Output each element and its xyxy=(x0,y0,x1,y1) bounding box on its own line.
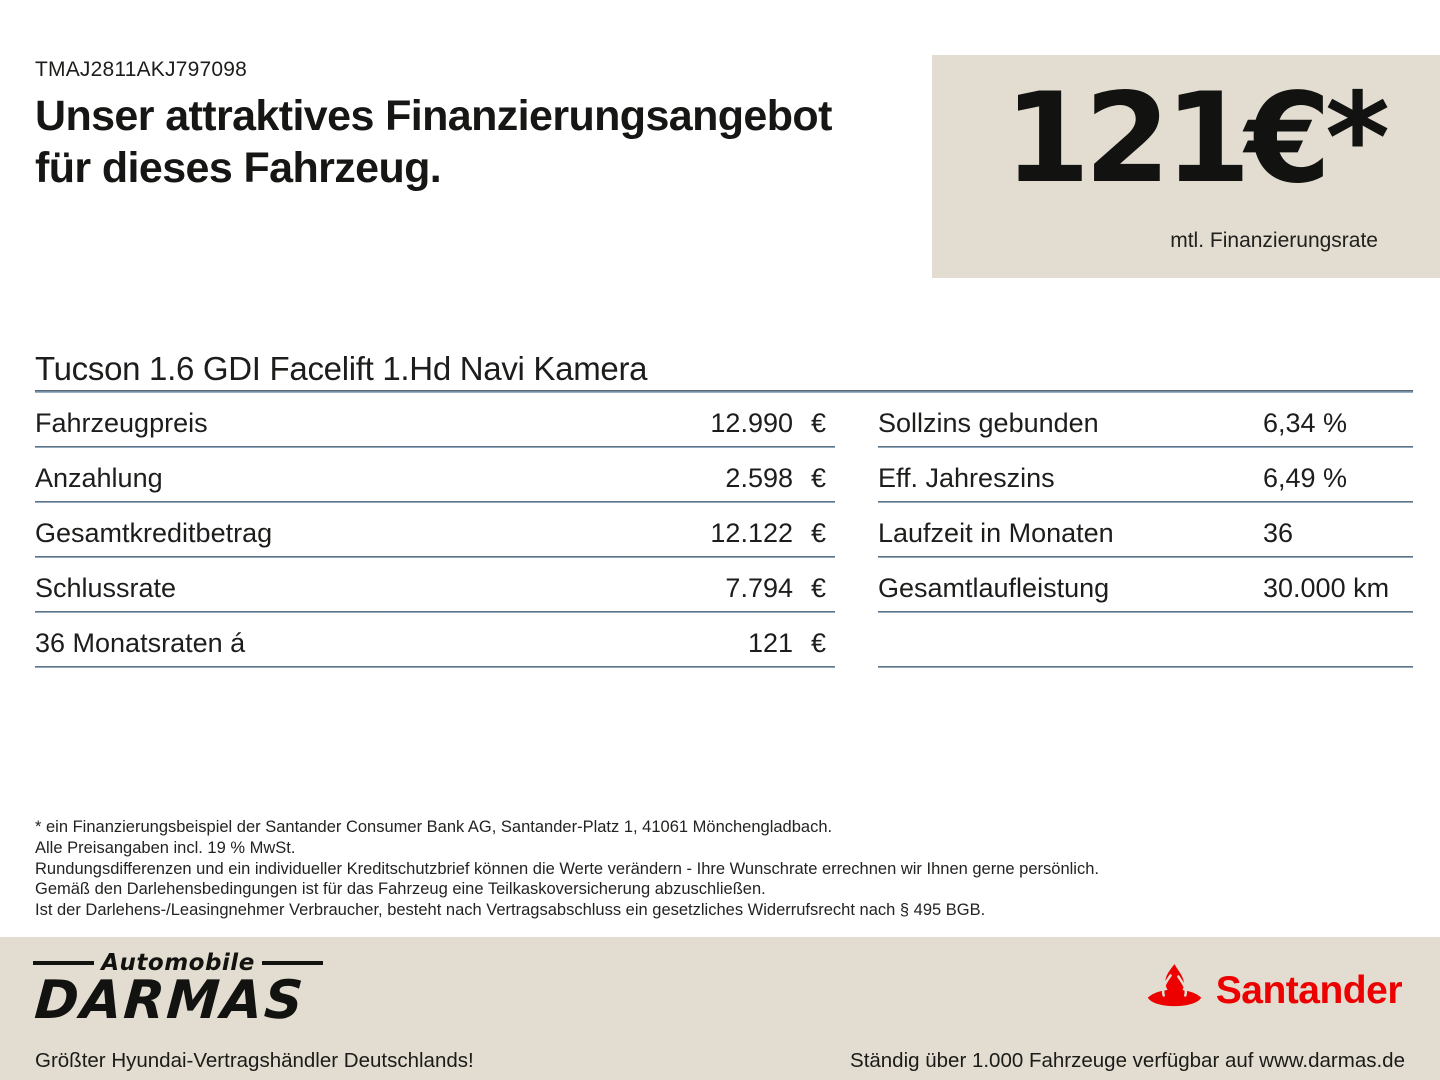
finance-row-sollzins: Sollzins gebunden 6,34 % xyxy=(878,393,1413,448)
disclaimer-line: Rundungsdifferenzen und ein individuelle… xyxy=(35,859,1099,878)
santander-logo-name: Santander xyxy=(1215,968,1403,1012)
row-divider xyxy=(878,445,1413,448)
darmas-dealer-logo: Automobile DARMAS xyxy=(33,950,324,1031)
finance-row-empty xyxy=(878,613,1413,668)
offer-headline-line1: Unser attraktives Finanzierungsangebot xyxy=(35,92,832,140)
currency-unit: € xyxy=(811,463,827,493)
finance-row-anzahlung: Anzahlung 2.598 € xyxy=(35,448,835,503)
santander-flame-icon xyxy=(1146,963,1203,1018)
finance-table-right-column: Sollzins gebunden 6,34 % Eff. Jahreszins… xyxy=(878,393,1413,668)
footer-band: Automobile DARMAS Santander Größter Hyun… xyxy=(0,937,1440,1080)
finance-row-value: 6,34 % xyxy=(1263,408,1348,438)
finance-row-gesamtkreditbetrag: Gesamtkreditbetrag 12.122 € xyxy=(35,503,835,558)
currency-unit: € xyxy=(811,573,827,603)
finance-row-monatsraten: 36 Monatsraten á 121 € xyxy=(35,613,835,668)
finance-row-value: 12.990 xyxy=(710,408,793,438)
santander-logo: Santander xyxy=(1146,963,1403,1018)
darmas-logo-name: DARMAS xyxy=(32,970,307,1031)
darmas-logo-topline: Automobile xyxy=(33,950,324,976)
website-tagline: Ständig über 1.000 Fahrzeuge verfügbar a… xyxy=(850,1049,1405,1072)
row-divider xyxy=(35,665,835,668)
finance-row-value: 6,49 % xyxy=(1263,463,1348,493)
finance-row-value: 121 xyxy=(747,628,793,658)
row-divider xyxy=(35,610,835,613)
currency-unit: € xyxy=(811,408,827,438)
finance-row-label: Gesamtlaufleistung xyxy=(878,573,1110,603)
finance-row-value: 2.598 xyxy=(725,463,793,493)
row-divider xyxy=(878,610,1413,613)
currency-unit: € xyxy=(811,518,827,548)
disclaimer-text: * ein Finanzierungsbeispiel der Santande… xyxy=(35,817,1099,921)
disclaimer-line: Gemäß den Darlehensbedingungen ist für d… xyxy=(35,880,766,899)
finance-row-label: 36 Monatsraten á xyxy=(35,628,246,658)
finance-row-label: Schlussrate xyxy=(35,573,177,603)
monthly-rate-caption: mtl. Finanzierungsrate xyxy=(1170,229,1378,252)
finance-table-left-column: Fahrzeugpreis 12.990 € Anzahlung 2.598 €… xyxy=(35,393,835,668)
finance-row-jahreszins: Eff. Jahreszins 6,49 % xyxy=(878,448,1413,503)
finance-row-label: Eff. Jahreszins xyxy=(878,463,1055,493)
offer-headline-line2: für dieses Fahrzeug. xyxy=(35,144,442,193)
dealer-tagline: Größter Hyundai-Vertragshändler Deutschl… xyxy=(35,1049,474,1072)
row-divider xyxy=(35,500,835,503)
finance-row-schlussrate: Schlussrate 7.794 € xyxy=(35,558,835,613)
vehicle-title: Tucson 1.6 GDI Facelift 1.Hd Navi Kamera xyxy=(35,350,648,387)
monthly-rate-box: 121€* mtl. Finanzierungsrate xyxy=(932,55,1440,278)
vehicle-vin: TMAJ2811AKJ797098 xyxy=(35,58,247,81)
finance-row-value: 36 xyxy=(1263,518,1294,548)
finance-row-value: 12.122 xyxy=(710,518,793,548)
row-divider xyxy=(35,445,835,448)
disclaimer-line: * ein Finanzierungsbeispiel der Santande… xyxy=(35,818,833,836)
offer-headline: Unser attraktives Finanzierungsangebot f… xyxy=(35,90,935,195)
currency-unit: € xyxy=(811,628,827,658)
darmas-logo-automobile-label: Automobile xyxy=(101,950,255,976)
title-divider xyxy=(35,390,1413,393)
finance-row-label: Anzahlung xyxy=(35,463,163,493)
row-divider xyxy=(878,555,1413,558)
finance-row-label: Gesamtkreditbetrag xyxy=(35,518,273,548)
monthly-rate-amount: 121€* xyxy=(1004,67,1390,211)
finance-row-value: 30.000 km xyxy=(1263,573,1390,603)
row-divider xyxy=(35,555,835,558)
disclaimer-line: Ist der Darlehens-/Leasingnehmer Verbrau… xyxy=(35,901,986,920)
logo-rule-left xyxy=(33,961,95,965)
finance-row-gesamtlaufleistung: Gesamtlaufleistung 30.000 km xyxy=(878,558,1413,613)
finance-row-value: 7.794 xyxy=(725,573,793,603)
finance-row-label: Fahrzeugpreis xyxy=(35,408,208,438)
finance-row-laufzeit: Laufzeit in Monaten 36 xyxy=(878,503,1413,558)
row-divider xyxy=(878,500,1413,503)
finance-row-label: Laufzeit in Monaten xyxy=(878,518,1114,548)
disclaimer-line: Alle Preisangaben incl. 19 % MwSt. xyxy=(35,838,296,857)
finance-row-fahrzeugpreis: Fahrzeugpreis 12.990 € xyxy=(35,393,835,448)
finance-row-label: Sollzins gebunden xyxy=(878,408,1099,438)
logo-rule-right xyxy=(261,961,324,965)
row-divider xyxy=(878,665,1413,668)
